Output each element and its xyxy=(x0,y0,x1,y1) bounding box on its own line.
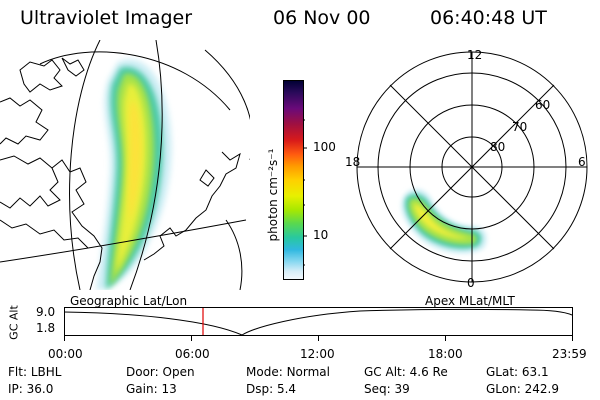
instrument-title: Ultraviolet Imager xyxy=(20,7,193,29)
geographic-projection-label: Geographic Lat/Lon xyxy=(70,294,188,308)
altitude-tick-max: 9.0 xyxy=(36,305,56,319)
info-ip: IP: 36.0 xyxy=(8,382,54,396)
info-seq: Seq: 39 xyxy=(364,382,410,396)
altitude-timeline xyxy=(63,307,573,341)
apex-projection-label: Apex MLat/MLT xyxy=(425,294,515,308)
altitude-curve xyxy=(63,308,573,336)
time-tick-2359: 23:59 xyxy=(552,347,587,361)
altitude-axis-label: GC Alt xyxy=(7,305,21,340)
info-door: Door: Open xyxy=(126,365,195,379)
polar-auroral-emission xyxy=(401,188,487,254)
polar-grid xyxy=(356,51,588,283)
geographic-auroral-image xyxy=(0,40,250,290)
info-glon: GLon: 242.9 xyxy=(486,382,559,396)
polar-mlt-plot xyxy=(356,51,588,283)
colorbar-tick-100: 100 xyxy=(313,140,336,154)
info-glat: GLat: 63.1 xyxy=(486,365,549,379)
time-tick-0000: 00:00 xyxy=(48,347,83,361)
observation-date: 06 Nov 00 xyxy=(273,7,371,29)
intensity-colorbar xyxy=(283,80,307,280)
mlt-label-12: 12 xyxy=(467,48,483,62)
coastlines xyxy=(0,57,241,290)
time-tick-0600: 06:00 xyxy=(175,347,210,361)
mlat-label-60: 60 xyxy=(535,98,551,112)
time-tick-1800: 18:00 xyxy=(428,347,463,361)
info-gc-alt: GC Alt: 4.6 Re xyxy=(364,365,448,379)
colorbar-unit-label: photon cm⁻²s⁻¹ xyxy=(266,148,280,242)
mlat-label-70: 70 xyxy=(512,120,528,134)
mlt-label-18: 18 xyxy=(345,155,361,169)
info-gain: Gain: 13 xyxy=(126,382,177,396)
auroral-emission xyxy=(96,59,172,290)
info-flt: Flt: LBHL xyxy=(8,365,62,379)
mlt-label-0: 0 xyxy=(467,276,475,290)
info-dsp: Dsp: 5.4 xyxy=(246,382,297,396)
mlat-label-80: 80 xyxy=(490,140,506,154)
time-tick-1200: 12:00 xyxy=(300,347,335,361)
colorbar-tick-10: 10 xyxy=(313,228,329,242)
observation-time: 06:40:48 UT xyxy=(430,7,547,29)
mlt-label-6: 6 xyxy=(578,155,586,169)
info-mode: Mode: Normal xyxy=(246,365,330,379)
latlon-grid xyxy=(0,40,250,290)
altitude-tick-min: 1.8 xyxy=(36,321,56,335)
